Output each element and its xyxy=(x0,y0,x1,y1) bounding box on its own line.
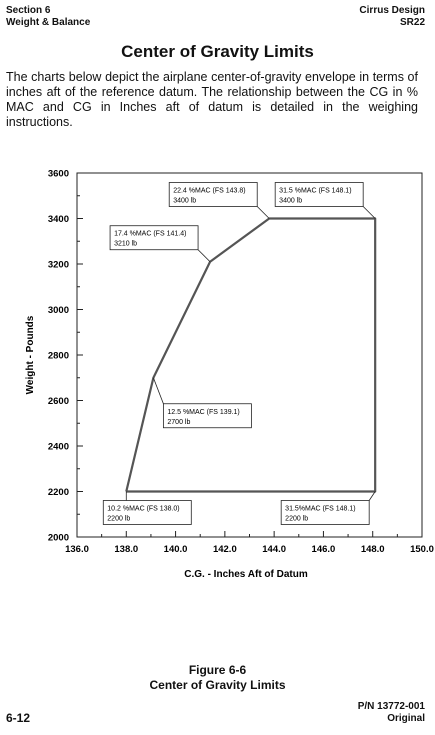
figure-number: Figure 6-6 xyxy=(188,663,247,677)
cg-envelope-chart: 136.0 138.0 140.0 142.0 144.0 146.0 148.0 150.0… xyxy=(25,169,434,581)
revision: Original xyxy=(387,713,425,724)
y-axis-title: Weight - Pounds xyxy=(25,315,36,394)
part-number: P/N 13772-001 xyxy=(357,701,425,712)
annotation-box xyxy=(280,500,370,525)
figure-caption-text: Center of Gravity Limits xyxy=(149,678,286,692)
cg-envelope-line xyxy=(125,217,377,493)
running-header-right: Cirrus Design SR22 xyxy=(359,5,425,29)
section-title: Weight & Balance xyxy=(6,17,91,28)
annotation-mac-label: 12.5 %MAC (FS 139.1) xyxy=(167,409,239,416)
annotation-mac-label: 10.2 %MAC (FS 138.0) xyxy=(107,506,179,513)
brand-name: Cirrus Design xyxy=(359,5,425,16)
annotation-leader-line xyxy=(197,249,211,263)
annotation-box xyxy=(102,500,192,525)
annotation-leader-line xyxy=(362,206,376,219)
annotation-mac-label: 31.5 %MAC (FS 148.1) xyxy=(279,188,351,195)
annotation-box xyxy=(109,225,199,251)
x-tick-label: 136.0 xyxy=(65,544,89,555)
y-tick-label: 2600 xyxy=(48,396,69,407)
x-tick-label: 148.0 xyxy=(361,544,385,555)
y-tick-label: 3600 xyxy=(48,169,69,180)
model-name: SR22 xyxy=(399,17,425,28)
x-axis-title: C.G. - Inches Aft of Datum xyxy=(184,569,308,580)
page-title: Center of Gravity Limits xyxy=(121,42,314,61)
x-tick-label: 144.0 xyxy=(262,544,286,555)
annotation-mac-label: 31.5%MAC (FS 148.1) xyxy=(285,506,355,513)
annotation-box xyxy=(162,403,252,429)
annotation-mac-label: 17.4 %MAC (FS 141.4) xyxy=(114,231,186,238)
annotation-weight-label: 2200 lb xyxy=(107,516,130,523)
y-tick-label: 2200 xyxy=(48,487,69,498)
running-footer-right: P/N 13772-001 Original xyxy=(358,701,425,725)
intro-paragraph: The charts below depict the airplane cen… xyxy=(6,70,418,129)
figure-caption: Figure 6-6 Center of Gravity Limits xyxy=(0,663,435,693)
x-tick-label: 150.0 xyxy=(410,544,434,555)
y-tick-label: 2800 xyxy=(48,351,69,362)
section-number: Section 6 xyxy=(6,5,51,16)
x-tick-label: 142.0 xyxy=(213,544,237,555)
page-number: 6-12 xyxy=(6,711,31,725)
annotation-box xyxy=(168,182,258,207)
annotation-weight-label: 3400 lb xyxy=(173,198,196,205)
annotation-weight-label: 3400 lb xyxy=(279,198,302,205)
y-tick-label: 2400 xyxy=(48,442,69,453)
running-header-left: Section 6 Weight & Balance xyxy=(6,5,90,29)
annotation-weight-label: 2700 lb xyxy=(167,419,190,426)
annotation-leader-line xyxy=(256,206,270,219)
annotation-leader-line xyxy=(368,491,376,501)
x-tick-label: 146.0 xyxy=(312,544,336,555)
annotation-box xyxy=(274,182,364,207)
x-tick-label: 138.0 xyxy=(114,544,138,555)
annotation-weight-label: 3210 lb xyxy=(114,241,137,248)
y-tick-label: 3400 xyxy=(48,214,69,225)
annotation-weight-label: 2200 lb xyxy=(285,516,308,523)
annotation-mac-label: 22.4 %MAC (FS 143.8) xyxy=(173,188,245,195)
y-tick-label: 2000 xyxy=(48,533,69,544)
annotation-leader-line xyxy=(153,377,164,404)
y-tick-label: 3000 xyxy=(48,305,69,316)
x-tick-label: 140.0 xyxy=(164,544,188,555)
y-tick-label: 3200 xyxy=(48,260,69,271)
